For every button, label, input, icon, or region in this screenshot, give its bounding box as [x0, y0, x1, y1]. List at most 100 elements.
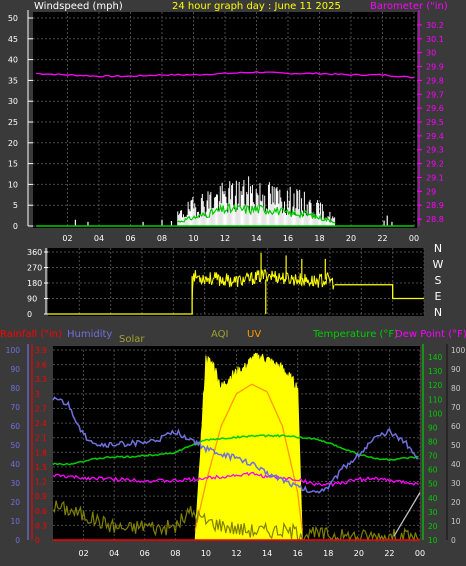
- temperature-grid: [53, 349, 421, 541]
- temperature-tick-label: 100: [428, 409, 443, 418]
- uv-tick-label: 50: [451, 441, 461, 450]
- x-tick-label: 20: [354, 549, 364, 558]
- x-tick-label: 08: [170, 549, 180, 558]
- windspeed-tick-label: 50: [8, 14, 18, 23]
- x-tick-label: 10: [188, 234, 198, 243]
- x-tick-label: 02: [62, 234, 72, 243]
- humidity-label: Humidity: [67, 329, 112, 340]
- rain-tick-label: 3.3: [35, 375, 47, 384]
- compass-label: W: [433, 258, 444, 271]
- barometer-tick-label: 30: [426, 49, 436, 58]
- direction-tick-label: 270: [27, 264, 42, 273]
- compass-label: E: [435, 290, 442, 303]
- x-tick-label: 18: [314, 234, 324, 243]
- x-tick-label: 14: [262, 549, 272, 558]
- uv-tick-label: 0: [451, 536, 456, 545]
- rain-tick-label: 3: [35, 390, 40, 399]
- humidity-line: [52, 396, 419, 494]
- temperature-tick-label: 140: [428, 353, 443, 362]
- barometer-tick-label: 30.2: [426, 21, 444, 30]
- wind-average-line: [177, 203, 336, 224]
- rain-tick-label: 1.2: [35, 478, 47, 487]
- uv-tick-label: 90: [451, 365, 461, 374]
- rain-tick-label: 2.4: [35, 419, 47, 428]
- direction-marks: [48, 252, 424, 315]
- barometer-label: Barometer ("in): [370, 1, 448, 12]
- x-tick-label: 10: [201, 549, 211, 558]
- barometer-tick-label: 30.1: [426, 35, 444, 44]
- barometer-line: [36, 71, 415, 79]
- humidity-tick-label: 80: [10, 384, 20, 393]
- rain-tick-label: 2.1: [35, 434, 47, 443]
- x-tick-label: 06: [140, 549, 150, 558]
- x-tick-label: 16: [293, 549, 303, 558]
- humidity-tick-label: 40: [10, 460, 20, 469]
- windspeed-tick-label: 10: [8, 180, 18, 189]
- humidity-tick-label: 50: [10, 441, 20, 450]
- x-tick-label: 12: [220, 234, 230, 243]
- x-tick-label: 20: [346, 234, 356, 243]
- x-tick-label: 08: [157, 234, 167, 243]
- barometer-tick-label: 29.1: [426, 173, 444, 182]
- rain-tick-label: 1.8: [35, 448, 47, 457]
- barometer-tick-label: 28.9: [426, 201, 444, 210]
- temperature-tick-label: 80: [428, 437, 438, 446]
- windspeed-tick-label: 35: [8, 76, 18, 85]
- aqi-trend-line: [393, 492, 421, 537]
- x-tick-label: 00: [409, 234, 419, 243]
- x-tick-label: 14: [251, 234, 261, 243]
- windspeed-tick-label: 0: [13, 222, 18, 231]
- windspeed-tick-label: 40: [8, 56, 18, 65]
- direction-tick-label: 0: [27, 310, 32, 319]
- uv-tick-label: 10: [451, 517, 461, 526]
- rain-tick-label: 0.9: [35, 492, 47, 501]
- humidity-tick-label: 30: [10, 479, 20, 488]
- uv-tick-label: 80: [451, 384, 461, 393]
- x-tick-label: 12: [231, 549, 241, 558]
- barometer-tick-label: 29.6: [426, 104, 444, 113]
- solar-label: Solar: [119, 334, 145, 345]
- windspeed-tick-label: 5: [13, 201, 18, 210]
- x-tick-label: 06: [125, 234, 135, 243]
- dewpoint-line: [52, 471, 419, 488]
- barometer-tick-label: 29: [426, 187, 436, 196]
- uv-tick-label: 70: [451, 403, 461, 412]
- direction-line: [191, 268, 335, 299]
- aqi-label: AQI: [211, 329, 229, 340]
- direction-degree-axis: 360 270 180 90 0: [27, 248, 48, 319]
- uv-tick-label: 30: [451, 479, 461, 488]
- compass-label: N: [434, 306, 442, 319]
- uv-tick-label: 20: [451, 498, 461, 507]
- uv-tick-label: 40: [451, 460, 461, 469]
- barometer-tick-label: 29.8: [426, 76, 444, 85]
- temperature-tick-label: 120: [428, 381, 443, 390]
- barometer-tick-label: 28.8: [426, 215, 444, 224]
- chart-title: 24 hour graph day : June 11 2025: [172, 1, 341, 12]
- humidity-tick-label: 20: [10, 498, 20, 507]
- barometer-axis: 30.2 30.1 30 29.9 29.8 29.7 29.6 29.5 29.4 29.3 29…: [417, 10, 444, 226]
- windspeed-tick-label: 25: [8, 118, 18, 127]
- compass-label: N: [434, 242, 442, 255]
- x-tick-label: 04: [109, 549, 119, 558]
- direction-tick-label: 180: [27, 279, 42, 288]
- temperature-tick-label: 20: [428, 522, 438, 531]
- temperature-label: Temperature (°F): [312, 329, 398, 340]
- uv-tick-label: 60: [451, 422, 461, 431]
- uv-tick-label: 100: [451, 346, 466, 355]
- windspeed-tick-label: 15: [8, 160, 18, 169]
- barometer-tick-label: 29.2: [426, 160, 444, 169]
- rainfall-label: Rainfall ("in): [0, 329, 62, 340]
- x-tick-label: 02: [78, 549, 88, 558]
- wind-marks: [36, 71, 415, 227]
- rain-tick-label: 3.6: [35, 361, 47, 370]
- x-tick-label: 22: [384, 549, 394, 558]
- x-tick-label: 16: [283, 234, 293, 243]
- humidity-tick-label: 100: [6, 346, 21, 355]
- humidity-tick-label: 90: [10, 365, 20, 374]
- rain-tick-label: 0.6: [35, 507, 47, 516]
- temperature-marks: [52, 352, 421, 543]
- direction-line: [334, 284, 424, 300]
- barometer-tick-label: 29.3: [426, 146, 444, 155]
- temperature-tick-label: 90: [428, 423, 438, 432]
- dewpoint-label: Dew Point (°F): [395, 329, 466, 340]
